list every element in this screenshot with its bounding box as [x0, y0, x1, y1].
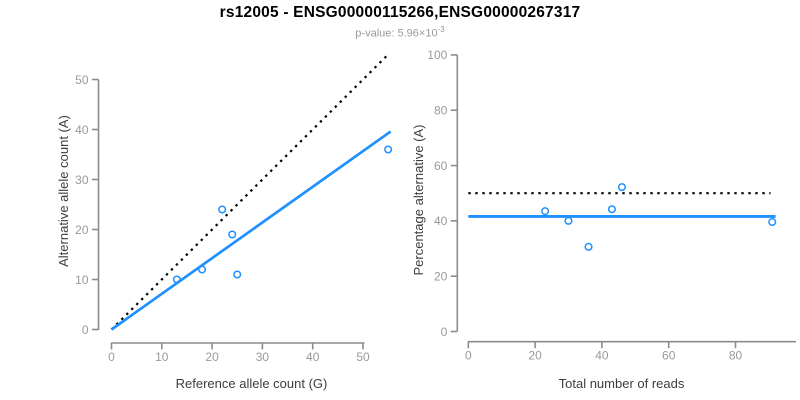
x-axis-label: Total number of reads [559, 376, 685, 391]
p-value-subtitle: p-value: 5.96×10-3 [0, 25, 800, 40]
x-tick-label: 50 [356, 350, 370, 364]
x-tick-label: 0 [108, 350, 115, 364]
data-point [584, 242, 593, 251]
regression-line [110, 130, 392, 331]
data-point [228, 230, 237, 239]
x-tick-label: 60 [662, 349, 676, 363]
data-point [617, 183, 626, 192]
y-axis-label: Percentage alternative (A) [411, 124, 426, 275]
data-point [172, 275, 181, 284]
data-point [218, 205, 227, 214]
y-tick-label: 0 [82, 323, 89, 337]
x-tick-label: 20 [205, 350, 219, 364]
y-tick-label: 80 [434, 104, 448, 118]
data-point [384, 145, 393, 154]
figure-title: rs12005 - ENSG00000115266,ENSG0000026731… [219, 4, 581, 21]
y-tick-label: 100 [427, 48, 447, 62]
x-tick-label: 0 [465, 349, 472, 363]
y-tick-label: 20 [75, 223, 89, 237]
y-tick-label: 0 [441, 325, 448, 339]
y-tick-label: 20 [434, 269, 448, 283]
y-tick-label: 60 [434, 159, 448, 173]
identity-line [110, 53, 389, 331]
data-point [607, 205, 616, 214]
y-tick-label: 40 [434, 214, 448, 228]
y-tick-label: 10 [75, 273, 89, 287]
x-tick-label: 30 [256, 350, 270, 364]
data-point [564, 216, 573, 225]
x-tick-label: 10 [155, 350, 169, 364]
p-value-text: p-value: 5.96×10 [355, 27, 438, 40]
data-point [541, 207, 550, 216]
y-tick-label: 50 [75, 73, 89, 87]
x-axis-label: Reference allele count (G) [176, 376, 328, 391]
y-tick-label: 30 [75, 173, 89, 187]
x-tick-label: 80 [729, 349, 743, 363]
data-point [768, 217, 777, 227]
data-point [233, 270, 242, 279]
y-axis-label: Alternative allele count (A) [56, 115, 71, 267]
p-value-exponent: -3 [437, 25, 445, 34]
data-point [197, 265, 207, 274]
y-tick-label: 40 [75, 123, 89, 137]
x-tick-label: 20 [528, 349, 542, 363]
x-tick-label: 40 [595, 349, 609, 363]
x-tick-label: 40 [306, 350, 320, 364]
